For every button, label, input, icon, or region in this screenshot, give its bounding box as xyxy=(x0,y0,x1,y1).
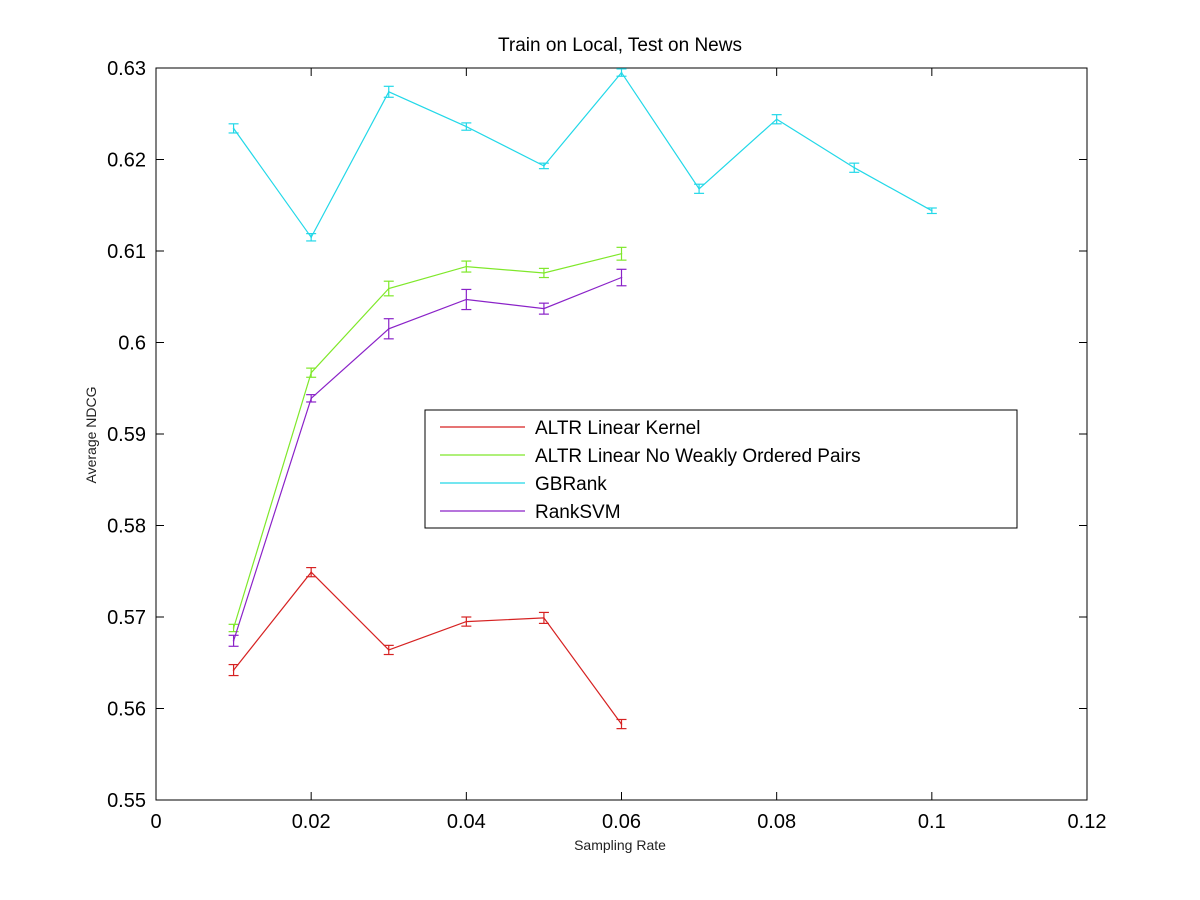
data-point xyxy=(620,276,623,279)
series-layer xyxy=(228,68,937,730)
x-tick-label: 0.12 xyxy=(1068,811,1107,833)
data-point xyxy=(232,669,235,671)
x-tick-label: 0.08 xyxy=(757,811,796,833)
legend-entry: ALTR Linear No Weakly Ordered Pairs xyxy=(535,446,861,467)
series-line-ranksvm xyxy=(233,276,622,641)
data-point xyxy=(853,166,856,169)
x-axis-label: Sampling Rate xyxy=(574,837,666,853)
data-point xyxy=(543,165,545,167)
chart-title: Train on Local, Test on News xyxy=(498,35,742,56)
series-line-gbrank xyxy=(233,71,933,239)
data-point xyxy=(620,723,623,725)
series-altr-linear-kernel xyxy=(228,566,627,730)
y-tick-label: 0.58 xyxy=(107,516,146,538)
y-tick-label: 0.59 xyxy=(107,424,146,446)
data-point xyxy=(465,125,468,128)
data-point xyxy=(232,639,235,642)
data-point xyxy=(543,272,545,274)
data-point xyxy=(465,620,468,623)
data-point xyxy=(310,236,312,239)
x-tick-label: 0 xyxy=(150,811,161,833)
x-tick-label: 0.1 xyxy=(918,811,946,833)
y-tick-label: 0.62 xyxy=(107,150,146,172)
data-point xyxy=(387,327,390,330)
data-point xyxy=(310,571,312,573)
y-tick-label: 0.57 xyxy=(107,607,146,629)
data-point xyxy=(232,127,235,130)
y-tick-label: 0.6 xyxy=(118,333,146,355)
x-tick-label: 0.06 xyxy=(602,811,641,833)
legend-entry: ALTR Linear Kernel xyxy=(535,418,700,439)
data-point xyxy=(465,265,468,268)
legend: ALTR Linear Kernel ALTR Linear No Weakly … xyxy=(424,409,1018,529)
data-point xyxy=(620,71,623,74)
y-axis: 0.55 0.56 0.57 0.58 0.59 0.6 0.61 0.62 0.63 xyxy=(107,58,1087,812)
data-point xyxy=(310,397,312,400)
y-tick-label: 0.55 xyxy=(107,790,146,812)
data-point xyxy=(387,287,390,290)
x-tick-label: 0.02 xyxy=(292,811,331,833)
legend-entry: RankSVM xyxy=(535,502,621,523)
series-altr-linear-no-weakly-ordered-pairs xyxy=(228,246,627,633)
data-point xyxy=(387,649,390,651)
series-line-altr-linear-no-weakly-ordered-pairs xyxy=(233,253,622,629)
x-tick-label: 0.04 xyxy=(447,811,486,833)
x-axis: 0 0.02 0.04 0.06 0.08 0.1 0.12 xyxy=(150,68,1106,833)
data-point xyxy=(310,371,312,374)
data-point xyxy=(698,187,700,190)
y-axis-label: Average NDCG xyxy=(83,386,99,483)
data-point xyxy=(931,209,933,212)
data-point xyxy=(465,298,468,301)
series-line-altr-linear-kernel xyxy=(233,571,622,725)
data-point xyxy=(543,617,545,619)
data-point xyxy=(620,252,623,255)
data-point xyxy=(543,307,545,310)
legend-box xyxy=(424,409,1018,529)
data-point xyxy=(387,90,390,93)
data-point xyxy=(775,118,778,121)
y-tick-label: 0.56 xyxy=(107,699,146,721)
data-point xyxy=(232,627,235,629)
y-tick-label: 0.61 xyxy=(107,241,146,263)
series-ranksvm xyxy=(228,268,627,647)
y-tick-label: 0.63 xyxy=(107,58,146,80)
legend-entry: GBRank xyxy=(535,474,607,495)
series-gbrank xyxy=(228,68,937,242)
